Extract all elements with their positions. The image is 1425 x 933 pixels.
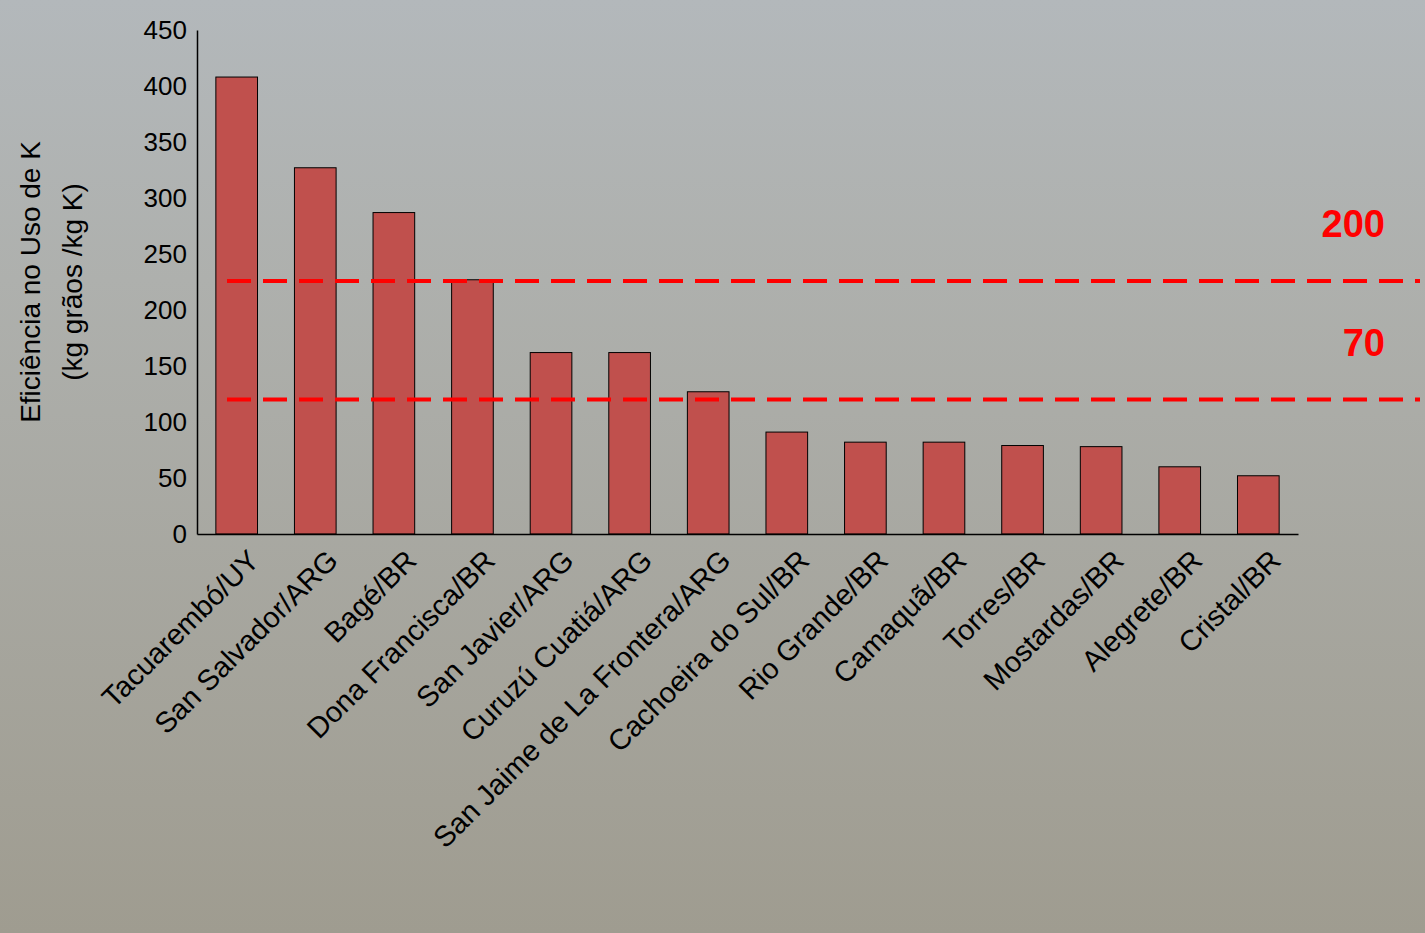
y-tick: 200 — [144, 295, 197, 325]
bar — [530, 353, 572, 534]
bar — [687, 392, 729, 534]
x-axis: Tacuarembó/UYSan Salvador/ARGBagé/BRDona… — [96, 534, 1299, 854]
y-tick: 250 — [144, 239, 197, 269]
y-tick: 100 — [144, 407, 197, 437]
reference-line — [227, 398, 1420, 402]
y-tick: 450 — [144, 15, 197, 45]
reference-line — [227, 279, 1420, 283]
annotations: 200 70 — [227, 203, 1420, 400]
x-tick: Mostardas/BR — [977, 534, 1130, 697]
x-tick-label: San Jaime de La Frontera/ARG — [427, 544, 737, 854]
y-tick-label: 450 — [144, 15, 187, 45]
bar — [1002, 446, 1044, 534]
bar — [1237, 476, 1279, 534]
x-axis-line — [198, 534, 1299, 536]
bar — [452, 280, 494, 534]
y-axis-title-line: (kg grãos /kg K) — [57, 183, 88, 381]
y-tick: 50 — [158, 463, 197, 493]
y-tick: 400 — [144, 71, 197, 101]
y-tick-label: 300 — [144, 183, 187, 213]
chart: 0 50 100 150 200 250 300 350 400 450 Tacuarembó/UY… — [0, 0, 1425, 933]
y-tick-label: 400 — [144, 71, 187, 101]
bars — [216, 77, 1279, 534]
y-tick-label: 0 — [173, 519, 187, 549]
x-tick: Alegrete/BR — [1075, 534, 1208, 677]
annotation-label: 70 — [1343, 322, 1385, 364]
background — [0, 0, 1425, 933]
y-tick: 300 — [144, 183, 197, 213]
y-tick-label: 250 — [144, 239, 187, 269]
bar — [216, 77, 258, 534]
bar — [1080, 447, 1122, 534]
y-tick-label: 350 — [144, 127, 187, 157]
bar — [1159, 467, 1201, 534]
bar — [766, 432, 808, 534]
x-tick-label: Camaquã/BR — [827, 544, 973, 690]
bar — [373, 213, 415, 534]
x-tick: Camaquã/BR — [827, 534, 973, 690]
bar — [845, 442, 887, 534]
y-tick-label: 100 — [144, 407, 187, 437]
y-axis-line — [197, 31, 199, 535]
y-axis-title: Eficiência no Uso de K (kg grãos /kg K) — [15, 141, 88, 423]
y-tick: 350 — [144, 127, 197, 157]
x-tick-label: Cristal/BR — [1172, 544, 1287, 659]
bar — [609, 353, 651, 534]
y-tick: 0 — [173, 519, 197, 549]
x-tick-label: Mostardas/BR — [977, 544, 1130, 697]
y-tick: 150 — [144, 351, 197, 381]
x-tick: San Jaime de La Frontera/ARG — [427, 534, 737, 854]
y-tick-label: 200 — [144, 295, 187, 325]
x-tick: Rio Grande/BR — [732, 534, 894, 706]
y-tick-label: 150 — [144, 351, 187, 381]
x-tick: Cristal/BR — [1172, 534, 1287, 659]
y-tick-label: 50 — [158, 463, 187, 493]
y-axis: 0 50 100 150 200 250 300 350 400 450 — [144, 15, 198, 549]
x-tick-label: Alegrete/BR — [1075, 544, 1208, 677]
y-axis-title-line: Eficiência no Uso de K — [15, 141, 46, 423]
annotation-label: 200 — [1322, 203, 1385, 245]
bar — [294, 168, 336, 534]
bar — [923, 442, 965, 534]
